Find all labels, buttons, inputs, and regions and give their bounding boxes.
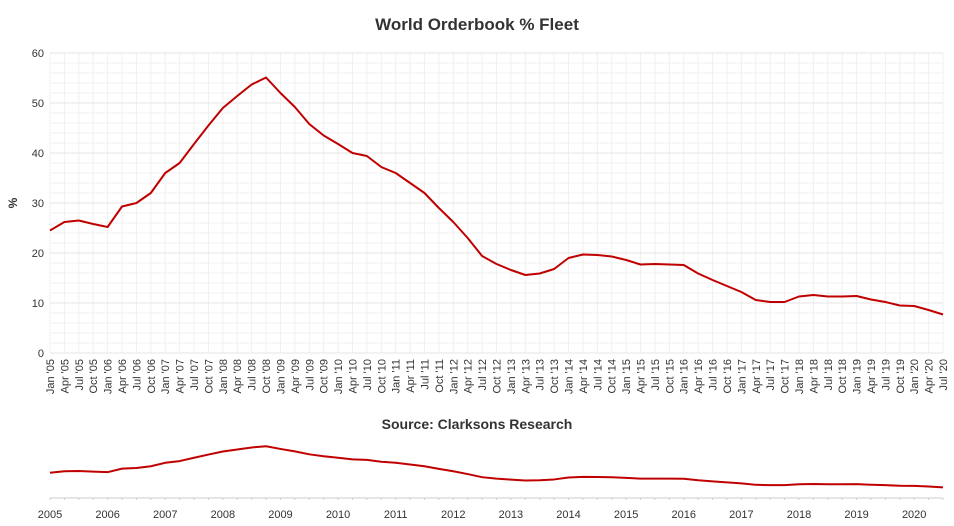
x-tick-label: Jul '18 [823,359,835,390]
navigator-year-label: 2019 [844,509,868,521]
x-tick-label: Apr '06 [117,359,129,394]
x-tick-label: Jan '19 [852,359,864,394]
x-tick-label: Jul '16 [708,359,720,390]
navigator-year-label: 2014 [556,509,580,521]
x-tick-label: Oct '07 [203,359,215,394]
navigator-year-label: 2008 [211,509,235,521]
x-tick-label: Jan '07 [160,359,172,394]
x-tick-label: Oct '17 [780,359,792,394]
x-tick-label: Jan '18 [794,359,806,394]
x-tick-label: Jan '10 [333,359,345,394]
x-tick-label: Jul '20 [938,359,950,390]
x-tick-label: Apr '14 [578,359,590,394]
x-tick-label: Apr '07 [175,359,187,394]
x-tick-label: Jul '13 [535,359,547,390]
x-tick-label: Jul '12 [477,359,489,390]
x-tick-label: Oct '18 [837,359,849,394]
x-tick-label: Jul '08 [247,359,259,390]
x-tick-label: Oct '08 [261,359,273,394]
x-tick-label: Oct '16 [722,359,734,394]
x-tick-label: Oct '14 [607,359,619,394]
x-tick-label: Jul '15 [650,359,662,390]
x-tick-label: Jul '17 [765,359,777,390]
y-tick-label: 50 [32,98,44,110]
x-tick-label: Oct '13 [549,359,561,394]
x-tick-label: Oct '10 [376,359,388,394]
navigator-year-label: 2013 [499,509,523,521]
x-tick-label: Jan '16 [679,359,691,394]
x-tick-label: Oct '19 [895,359,907,394]
x-tick-label: Oct '06 [146,359,158,394]
y-tick-label: 20 [32,248,44,260]
x-tick-label: Apr '12 [463,359,475,394]
y-tick-label: 0 [38,348,44,360]
x-tick-label: Apr '20 [924,359,936,394]
x-tick-label: Apr '13 [520,359,532,394]
x-tick-label: Jul '11 [419,359,431,390]
y-tick-label: 30 [32,198,44,210]
x-tick-label: Jul '09 [304,359,316,390]
navigator-year-label: 2020 [902,509,926,521]
navigator-year-label: 2010 [326,509,350,521]
x-tick-label: Jul '06 [131,359,143,390]
x-tick-label: Jan '05 [45,359,57,394]
x-axis: Jan '05 Apr '05 Jul '05 Oct '05 Jan '06 Apr '… [45,359,950,394]
x-tick-label: Apr '09 [290,359,302,394]
x-tick-label: Apr '10 [347,359,359,394]
series-line [49,76,944,316]
navigator-series-line [49,445,944,489]
x-tick-label: Jul '19 [880,359,892,390]
x-tick-label: Apr '05 [59,359,71,394]
x-tick-label: Oct '11 [434,359,446,393]
x-tick-label: Apr '19 [866,359,878,394]
x-tick-label: Oct '09 [319,359,331,394]
x-tick-label: Jan '20 [909,359,921,394]
navigator-year-label: 2017 [729,509,753,521]
x-tick-label: Jan '06 [103,359,115,394]
x-tick-label: Apr '18 [808,359,820,394]
x-tick-label: Apr '16 [693,359,705,394]
y-tick-label: 40 [32,148,44,160]
navigator[interactable]: 2005 2006 2007 2008 2009 2010 2011 2012 2013 2014… [38,445,944,521]
x-tick-label: Apr '11 [405,359,417,393]
x-tick-label: Oct '15 [664,359,676,394]
chart-source: Source: Clarksons Research [382,416,573,432]
y-tick-label: 60 [32,48,44,60]
y-axis: 0 10 20 30 40 50 60 [32,48,44,360]
x-tick-label: Apr '17 [751,359,763,394]
series-layer [49,76,944,316]
y-tick-label: 10 [32,298,44,310]
x-tick-label: Apr '15 [636,359,648,394]
y-axis-label: % [6,197,20,208]
x-tick-label: Jan '09 [275,359,287,394]
x-tick-label: Apr '08 [232,359,244,394]
x-tick-label: Jul '10 [362,359,374,390]
navigator-year-label: 2009 [268,509,292,521]
chart-title: World Orderbook % Fleet [375,15,579,34]
navigator-year-label: 2007 [153,509,177,521]
navigator-year-label: 2012 [441,509,465,521]
x-tick-label: Jan '13 [506,359,518,394]
x-tick-label: Jan '08 [218,359,230,394]
navigator-year-label: 2006 [95,509,119,521]
x-tick-label: Oct '05 [88,359,100,394]
x-tick-label: Jul '07 [189,359,201,390]
navigator-year-label: 2018 [787,509,811,521]
grid-layer [49,52,944,354]
x-tick-label: Jan '15 [621,359,633,394]
x-tick-label: Jan '14 [564,359,576,394]
navigator-year-label: 2016 [671,509,695,521]
x-tick-label: Jan '11 [391,359,403,393]
x-tick-label: Jul '14 [592,359,604,390]
x-tick-label: Oct '12 [492,359,504,394]
navigator-year-label: 2005 [38,509,62,521]
x-tick-label: Jul '05 [74,359,86,390]
navigator-year-label: 2011 [384,509,408,521]
navigator-year-label: 2015 [614,509,638,521]
x-tick-label: Jan '17 [736,359,748,394]
x-tick-label: Jan '12 [448,359,460,394]
